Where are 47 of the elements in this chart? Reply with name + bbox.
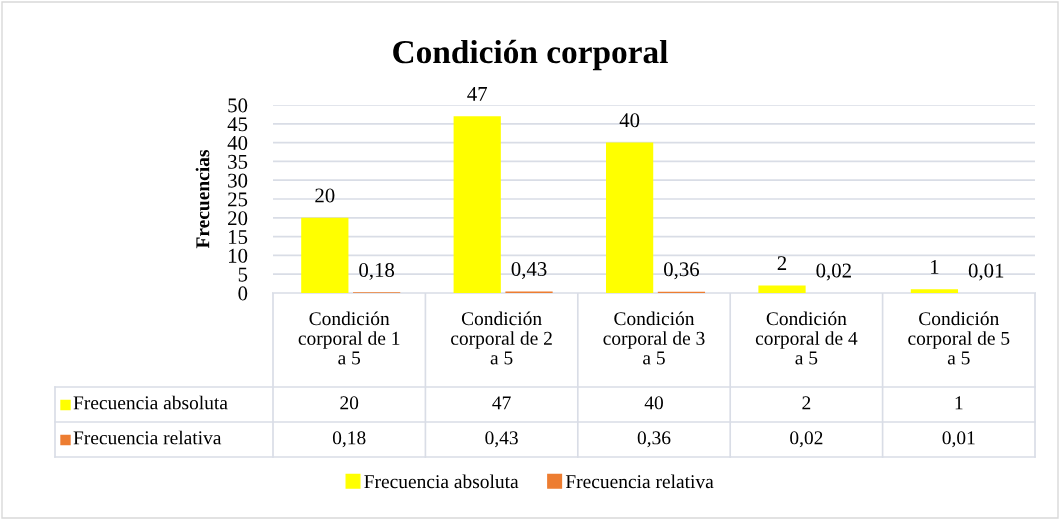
data-label: 0,36 bbox=[637, 431, 671, 448]
text: 0,18 bbox=[359, 262, 395, 280]
x-tick-label: Condición corporal de 3 a 5 bbox=[603, 311, 705, 365]
bar bbox=[910, 289, 959, 293]
data-label: 1 bbox=[955, 396, 963, 410]
data-label: 0,02 bbox=[790, 431, 823, 448]
y-tick-label: 0 bbox=[238, 286, 248, 301]
data-label: 20 bbox=[340, 396, 359, 410]
bar bbox=[453, 116, 501, 293]
data-label: 0,01 bbox=[942, 431, 975, 448]
text: 20 bbox=[315, 188, 335, 203]
data-label: 2 bbox=[802, 396, 811, 410]
y-tick-label: 50 bbox=[228, 98, 248, 113]
text: 40 bbox=[619, 113, 640, 128]
legend-label: Frecuencia relativa bbox=[565, 474, 714, 489]
bar bbox=[605, 142, 654, 293]
chart-title: Condición corporal bbox=[393, 39, 668, 71]
y-tick-label: 40 bbox=[227, 135, 248, 151]
y-tick-label: 35 bbox=[228, 154, 248, 169]
text: 47 bbox=[467, 87, 488, 101]
legend-label: Frecuencia absoluta bbox=[73, 395, 228, 410]
y-tick-label: 15 bbox=[229, 230, 248, 245]
text: Frecuencia absoluta bbox=[364, 474, 519, 489]
y-tick-label: 45 bbox=[227, 117, 248, 132]
data-label: 47 bbox=[492, 396, 511, 410]
y-tick-label: 25 bbox=[228, 192, 248, 207]
text: Frecuencia relativa bbox=[73, 430, 222, 445]
text: 1 bbox=[931, 259, 939, 274]
x-tick-label: Condición corporal de 1 a 5 bbox=[298, 311, 400, 365]
text: 0,01 bbox=[968, 263, 1004, 281]
text: 0,36 bbox=[664, 262, 700, 280]
x-tick-label: Condición corporal de 2 a 5 bbox=[451, 311, 552, 365]
y-tick-label: 30 bbox=[228, 173, 248, 188]
y-axis-title: Frecuencias bbox=[195, 149, 210, 249]
data-label: 0,43 bbox=[485, 431, 518, 448]
bar bbox=[758, 285, 806, 293]
text: 0,43 bbox=[511, 261, 547, 280]
text: 2 bbox=[777, 256, 787, 270]
data-label: 0,18 bbox=[332, 431, 366, 448]
x-tick-label: Condición corporal de 4 a 5 bbox=[755, 311, 858, 365]
x-tick-label: Condición corporal de 5 a 5 bbox=[908, 311, 1010, 365]
data-label: 40 bbox=[644, 396, 663, 410]
y-tick-label: 20 bbox=[228, 211, 248, 226]
text: 0,02 bbox=[816, 263, 851, 281]
y-tick-label: 10 bbox=[229, 248, 248, 263]
y-tick-label: 5 bbox=[238, 267, 248, 282]
bar bbox=[301, 217, 349, 293]
